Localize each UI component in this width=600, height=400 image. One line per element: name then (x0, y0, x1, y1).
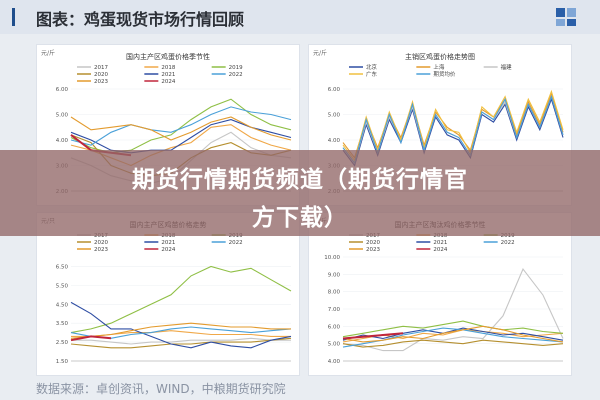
legend-label: 2018 (161, 65, 175, 71)
y-tick-label: 8.00 (328, 290, 341, 296)
y-tick-label: 6.00 (328, 87, 341, 93)
logo-icon (556, 8, 576, 26)
legend-label: 2019 (229, 233, 243, 239)
y-tick-label: 6.50 (56, 264, 69, 270)
chart-title: 国内主产区鸡蛋价格季节性 (126, 52, 210, 61)
page-header: 图表：鸡蛋现货市场行情回顾 (0, 0, 600, 34)
legend-label: 2024 (433, 247, 447, 253)
y-tick-label: 4.50 (56, 302, 69, 308)
y-tick-label: 4.00 (328, 138, 341, 144)
series-line (342, 332, 404, 340)
series-line (70, 265, 292, 334)
legend-label: 2019 (229, 65, 243, 71)
y-tick-label: 4.00 (56, 138, 69, 144)
y-tick-label: 6.00 (56, 87, 69, 93)
legend-label: 2017 (94, 65, 108, 71)
legend-label: 2020 (366, 240, 380, 246)
legend-label: 2022 (229, 240, 243, 246)
legend-label: 福建 (501, 63, 513, 71)
chart-3: 国内主产区淘汰鸡价格季节性元/斤201720182019202020212022… (313, 217, 564, 365)
legend-label: 2020 (94, 72, 108, 78)
legend-label: 2024 (161, 247, 175, 253)
legend-label: 2023 (94, 79, 108, 85)
legend-label: 北京 (366, 63, 378, 71)
y-tick-label: 7.00 (328, 307, 341, 313)
y-tick-label: 10.00 (324, 255, 340, 261)
legend-label: 2023 (366, 247, 380, 253)
header-accent-bar (12, 8, 15, 26)
page-title: 图表：鸡蛋现货市场行情回顾 (36, 10, 245, 29)
y-tick-label: 5.50 (56, 283, 69, 289)
legend-label: 2022 (501, 240, 515, 246)
series-line (342, 320, 564, 338)
legend-label: 2021 (161, 240, 175, 246)
legend-label: 2017 (366, 233, 380, 239)
legend-label: 2023 (94, 247, 108, 253)
y-tick-label: 5.00 (328, 342, 341, 348)
legend-label: 2022 (229, 72, 243, 78)
series-line (70, 116, 292, 141)
series-line (342, 268, 564, 352)
legend-label: 2020 (94, 240, 108, 246)
series-line (70, 301, 292, 349)
series-line (342, 89, 564, 162)
series-line (70, 335, 112, 342)
series-line (342, 325, 564, 343)
legend-label: 2018 (161, 233, 175, 239)
y-axis-unit-label: 元/斤 (41, 49, 55, 57)
legend-label: 2021 (433, 240, 447, 246)
series-line (342, 94, 564, 165)
series-line (71, 337, 291, 345)
chart-title: 主销区鸡蛋价格走势图 (405, 52, 475, 61)
y-tick-label: 4.00 (328, 359, 341, 365)
legend-label: 上海 (433, 63, 445, 71)
y-tick-label: 5.00 (56, 113, 69, 119)
legend-label: 2021 (161, 72, 175, 78)
chart-panel-chick-price: 国内主产区鸡苗价格走势元/只20172018201920202021202220… (36, 212, 300, 376)
overlay-line-1: 期货行情期货频道（期货行情官 (132, 167, 468, 193)
legend-label: 2017 (94, 233, 108, 239)
y-tick-label: 1.50 (56, 359, 69, 365)
title-overlay-banner: 期货行情期货频道（期货行情官 方下载） (0, 150, 600, 236)
series-line (70, 322, 291, 339)
legend-label: 广东 (366, 70, 378, 78)
legend-label: 2018 (433, 233, 447, 239)
legend-label: 期货均价 (433, 70, 456, 78)
y-tick-label: 3.50 (56, 321, 69, 327)
chart-2: 国内主产区鸡苗价格走势元/只20172018201920202021202220… (41, 218, 292, 365)
y-tick-label: 2.50 (56, 340, 69, 346)
overlay-line-2: 方下载） (252, 205, 348, 231)
series-line (70, 326, 292, 339)
data-source-note: 数据来源：卓创资讯，WIND，中粮期货研究院 (36, 382, 286, 396)
series-line (70, 337, 292, 349)
series-line (70, 106, 292, 146)
y-tick-label: 5.00 (328, 113, 341, 119)
series-line (342, 327, 564, 341)
series-line (342, 97, 564, 167)
chart-panel-culled-hen-price: 国内主产区淘汰鸡价格季节性元/斤201720182019202020212022… (308, 212, 572, 376)
y-tick-label: 9.00 (328, 272, 341, 278)
y-axis-unit-label: 元/斤 (313, 49, 327, 57)
y-tick-label: 6.00 (328, 324, 341, 330)
legend-label: 2024 (161, 79, 175, 85)
legend-label: 2019 (501, 233, 515, 239)
series-line (342, 339, 564, 348)
